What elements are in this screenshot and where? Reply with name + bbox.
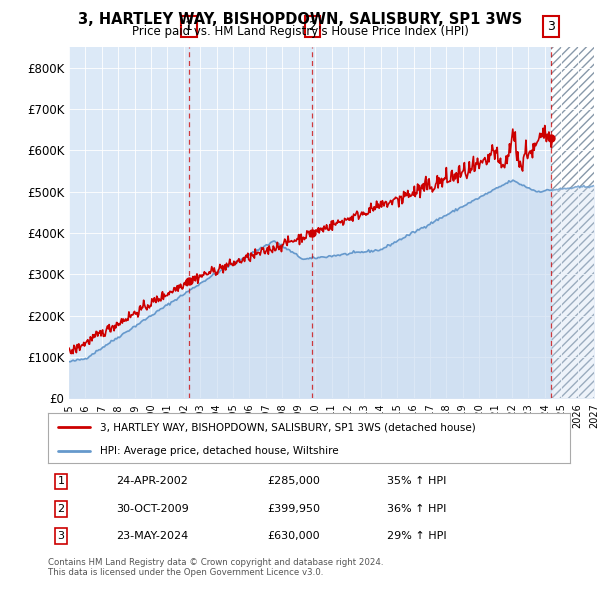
Text: 1: 1 — [185, 20, 193, 33]
Text: 36% ↑ HPI: 36% ↑ HPI — [388, 504, 446, 514]
Text: 29% ↑ HPI: 29% ↑ HPI — [388, 531, 447, 541]
Text: £285,000: £285,000 — [267, 477, 320, 487]
Text: 1: 1 — [58, 477, 65, 487]
Text: £630,000: £630,000 — [267, 531, 320, 541]
Text: Contains HM Land Registry data © Crown copyright and database right 2024.: Contains HM Land Registry data © Crown c… — [48, 558, 383, 566]
Text: 3: 3 — [547, 20, 555, 33]
Text: 3: 3 — [58, 531, 65, 541]
Text: 35% ↑ HPI: 35% ↑ HPI — [388, 477, 446, 487]
Text: Price paid vs. HM Land Registry's House Price Index (HPI): Price paid vs. HM Land Registry's House … — [131, 25, 469, 38]
Text: This data is licensed under the Open Government Licence v3.0.: This data is licensed under the Open Gov… — [48, 568, 323, 576]
Text: 2: 2 — [308, 20, 316, 33]
Text: 23-MAY-2024: 23-MAY-2024 — [116, 531, 188, 541]
Text: 3, HARTLEY WAY, BISHOPDOWN, SALISBURY, SP1 3WS (detached house): 3, HARTLEY WAY, BISHOPDOWN, SALISBURY, S… — [100, 422, 476, 432]
Text: 30-OCT-2009: 30-OCT-2009 — [116, 504, 188, 514]
Bar — [551, 47, 594, 398]
Text: £399,950: £399,950 — [267, 504, 320, 514]
Text: 2: 2 — [58, 504, 65, 514]
Text: 24-APR-2002: 24-APR-2002 — [116, 477, 188, 487]
Text: HPI: Average price, detached house, Wiltshire: HPI: Average price, detached house, Wilt… — [100, 445, 339, 455]
Text: 3, HARTLEY WAY, BISHOPDOWN, SALISBURY, SP1 3WS: 3, HARTLEY WAY, BISHOPDOWN, SALISBURY, S… — [78, 12, 522, 27]
